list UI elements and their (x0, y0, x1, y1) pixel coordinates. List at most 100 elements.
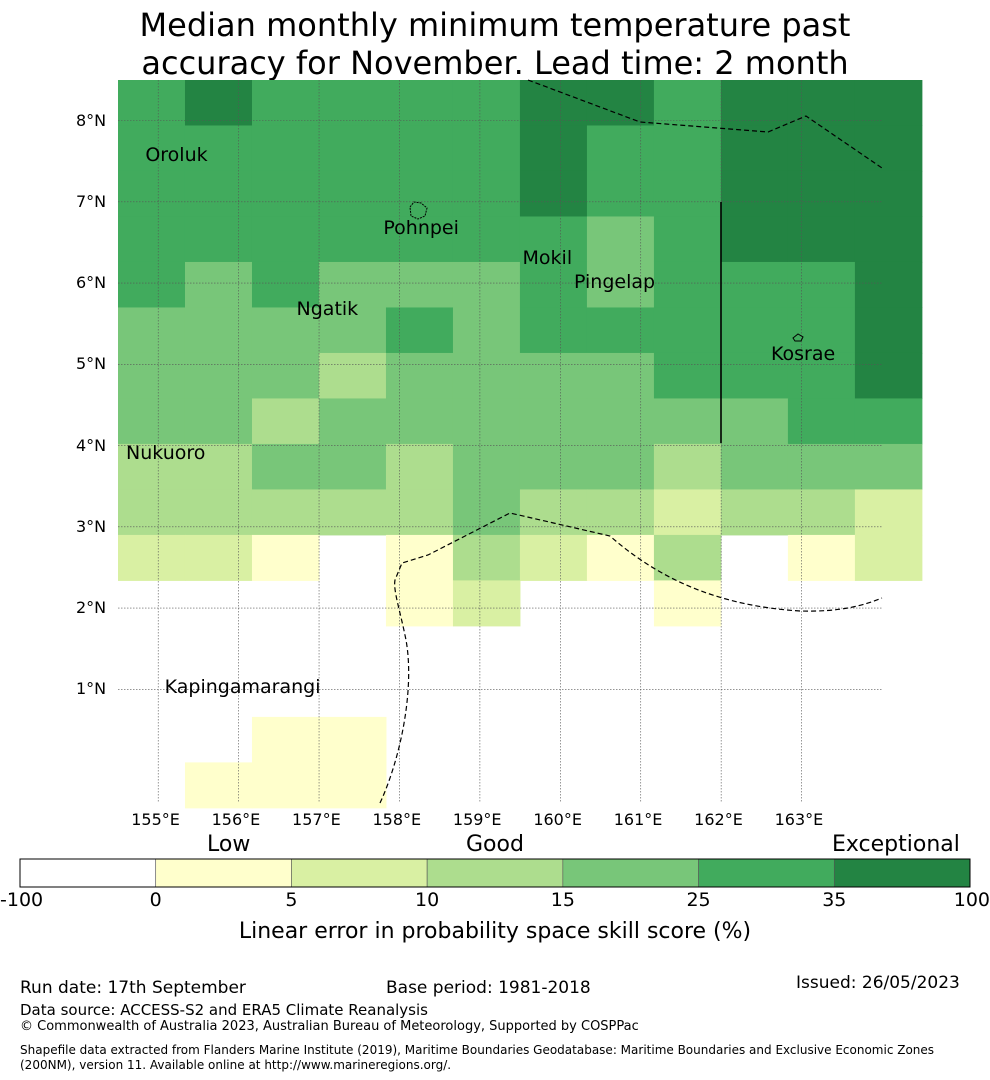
skill-cell (653, 580, 722, 627)
skill-cell (318, 443, 387, 490)
skill-cell (653, 443, 722, 490)
place-label-pingelap: Pingelap (573, 271, 656, 294)
eez-boundary-north (527, 79, 883, 169)
skill-cell (720, 443, 789, 490)
title-line-1: Median monthly minimum temperature past (139, 6, 851, 44)
skill-cell (854, 352, 923, 399)
colorbar-tick-label: 25 (686, 889, 711, 911)
skill-cell (519, 443, 588, 490)
skill-cell (251, 534, 320, 581)
lon-tick-label: 159°E (452, 810, 502, 829)
skill-cell (653, 80, 722, 126)
eez-boundaries (379, 79, 883, 804)
skill-cell (184, 125, 253, 172)
skill-cell (452, 398, 521, 445)
colorbar-swatch (291, 858, 428, 888)
colorbar-swatch (698, 858, 835, 888)
colorbar-label: Linear error in probability space skill … (238, 919, 752, 944)
skill-cell (184, 534, 253, 581)
skill-cell (184, 307, 253, 354)
skill-cell (452, 580, 521, 627)
copyright: © Commonwealth of Australia 2023, Austra… (20, 1019, 639, 1034)
colorbar-tick-label: 0 (149, 889, 162, 911)
skill-cell (318, 307, 387, 354)
data-source: Data source: ACCESS-S2 and ERA5 Climate … (20, 1001, 428, 1019)
skill-cell (720, 352, 789, 399)
skill-cell (653, 170, 722, 217)
skill-cell (787, 534, 856, 581)
colorbar-tick-label: 100 (953, 889, 990, 911)
kosrae-island-outline (792, 333, 804, 342)
skill-cell (318, 216, 387, 263)
skill-cell (118, 489, 186, 536)
skill-cell (184, 80, 253, 126)
skill-cell (118, 534, 186, 581)
skill-cell (184, 489, 253, 536)
skill-cell (385, 170, 454, 217)
skill-cell (452, 80, 521, 126)
skill-cell (787, 489, 856, 536)
skill-cell (118, 80, 186, 126)
skill-cell (854, 80, 923, 126)
skill-cell (519, 534, 588, 581)
lon-tick-label: 157°E (292, 810, 341, 829)
lat-tick-label: 5°N (76, 354, 107, 374)
skill-cell (519, 261, 588, 308)
skill-cell (586, 216, 655, 263)
skill-cell (452, 443, 521, 490)
skill-cell (251, 80, 320, 126)
skill-cell (452, 534, 521, 581)
skill-cell (118, 352, 186, 399)
skill-cell (385, 216, 454, 263)
skill-cell (452, 170, 521, 217)
skill-cell (184, 170, 253, 217)
skill-cell (318, 125, 387, 172)
skill-cell (854, 125, 923, 172)
skill-cell (452, 261, 521, 308)
skill-cell (854, 170, 923, 217)
skill-cell (653, 352, 722, 399)
skill-cell (251, 261, 320, 308)
colorbar-swatch (155, 858, 292, 888)
skill-cell (854, 261, 923, 308)
skill-cell (385, 261, 454, 308)
skill-cell (118, 216, 186, 263)
skill-cell (385, 125, 454, 172)
lat-tick-label: 4°N (76, 435, 107, 455)
skill-cell (653, 261, 722, 308)
skill-cell (251, 125, 320, 172)
skill-cell (586, 534, 655, 581)
skill-cell (854, 534, 923, 581)
place-label-ngatik: Ngatik (296, 297, 359, 320)
legend-low-label: Low (207, 832, 251, 857)
lon-tick-label: 156°E (211, 810, 261, 829)
skill-cell (385, 307, 454, 354)
skill-cell (854, 443, 923, 490)
skill-cell (118, 125, 186, 172)
skill-cell (586, 307, 655, 354)
skill-cell (586, 261, 655, 308)
skill-cell (118, 170, 186, 217)
skill-cell (118, 398, 186, 445)
skill-cell (720, 489, 789, 536)
colorbar-tick-label: 15 (550, 889, 575, 911)
skill-cell (787, 261, 856, 308)
place-label-mokil: Mokil (522, 246, 573, 269)
place-label-nukuoro: Nukuoro (126, 441, 206, 464)
skill-cell (118, 307, 186, 354)
place-label-oroluk: Oroluk (145, 143, 208, 166)
skill-cell (586, 398, 655, 445)
skill-cell (118, 443, 186, 490)
skill-cell (787, 216, 856, 263)
skill-cell (452, 307, 521, 354)
lat-tick-label: 2°N (76, 598, 107, 618)
colorbar-outline (19, 858, 971, 888)
lon-tick-label: 162°E (694, 810, 743, 829)
skill-cell (519, 216, 588, 263)
skill-cell (184, 762, 253, 809)
skill-grid (118, 80, 923, 809)
title-line-2: accuracy for November. Lead time: 2 mont… (141, 44, 849, 82)
skill-cell (318, 489, 387, 536)
skill-cell (318, 398, 387, 445)
